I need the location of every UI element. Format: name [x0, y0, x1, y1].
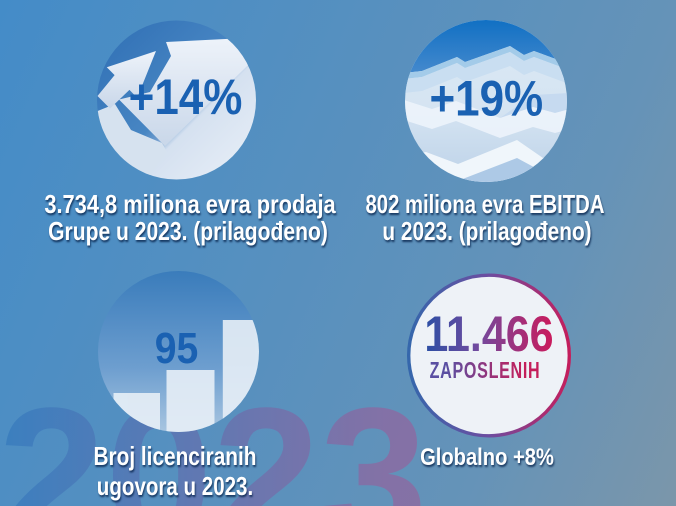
svg-text:95: 95 — [155, 323, 199, 373]
svg-text:+14%: +14% — [129, 68, 243, 124]
svg-text:+19%: +19% — [429, 70, 543, 126]
svg-text:ZAPOSLENIH: ZAPOSLENIH — [430, 358, 541, 383]
svg-text:11.466: 11.466 — [424, 306, 553, 362]
